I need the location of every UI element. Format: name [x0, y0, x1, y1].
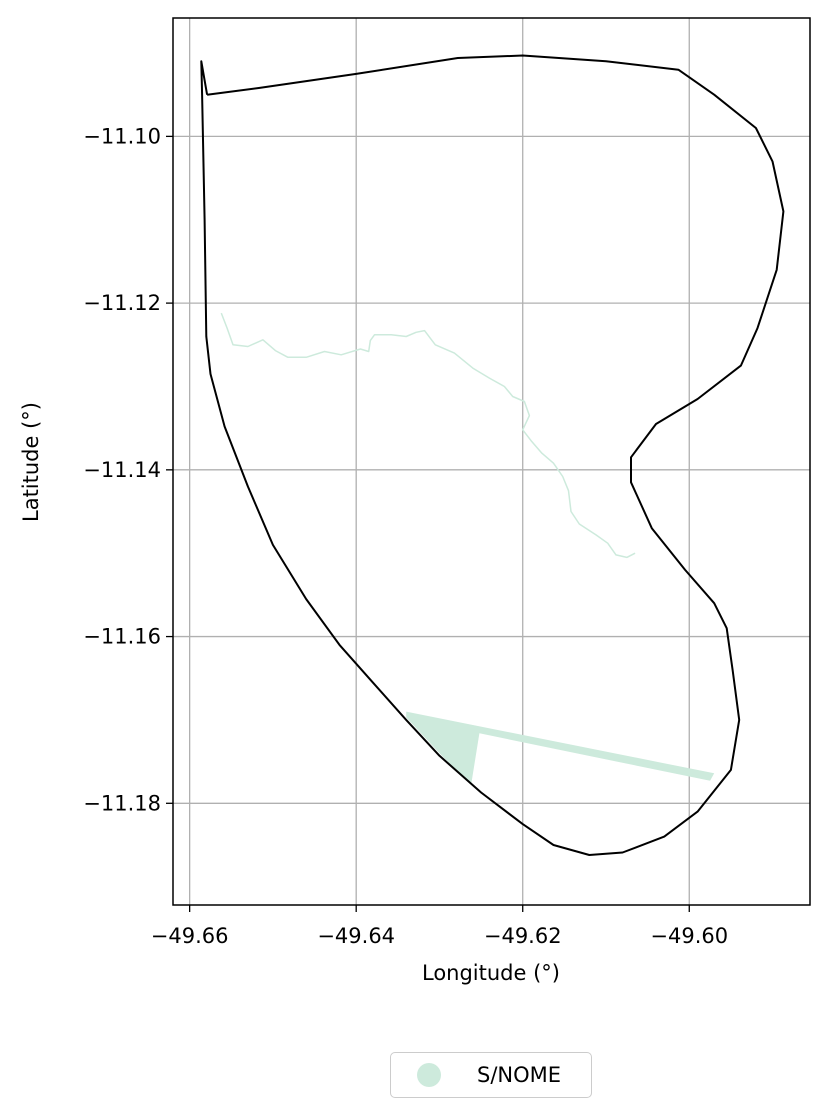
- river-line: [220, 312, 636, 559]
- y-tick-label: −11.16: [83, 625, 161, 649]
- y-tick-label: −11.14: [83, 458, 161, 482]
- x-tick-label: −49.64: [317, 924, 395, 948]
- area-snome: [406, 711, 715, 785]
- municipality-boundary: [200, 54, 785, 856]
- y-axis-title: Latitude (°): [19, 402, 43, 522]
- map-features: [200, 54, 785, 856]
- y-tick-label: −11.18: [83, 791, 161, 815]
- x-tick-label: −49.60: [650, 924, 728, 948]
- y-tick-label: −11.10: [83, 124, 161, 148]
- legend-marker-snome: [417, 1063, 441, 1087]
- axis-ticks: −49.66 −49.64 −49.62 −49.60 −11.10 −11.12 −11.…: [83, 124, 728, 948]
- x-tick-label: −49.66: [151, 924, 229, 948]
- y-tick-label: −11.12: [83, 291, 161, 315]
- legend-label-snome: S/NOME: [477, 1063, 562, 1087]
- legend: S/NOME: [390, 1052, 592, 1098]
- plot-frame: [172, 17, 811, 906]
- x-tick-label: −49.62: [484, 924, 562, 948]
- x-axis-title: Longitude (°): [422, 961, 560, 985]
- grid-lines: [173, 18, 810, 905]
